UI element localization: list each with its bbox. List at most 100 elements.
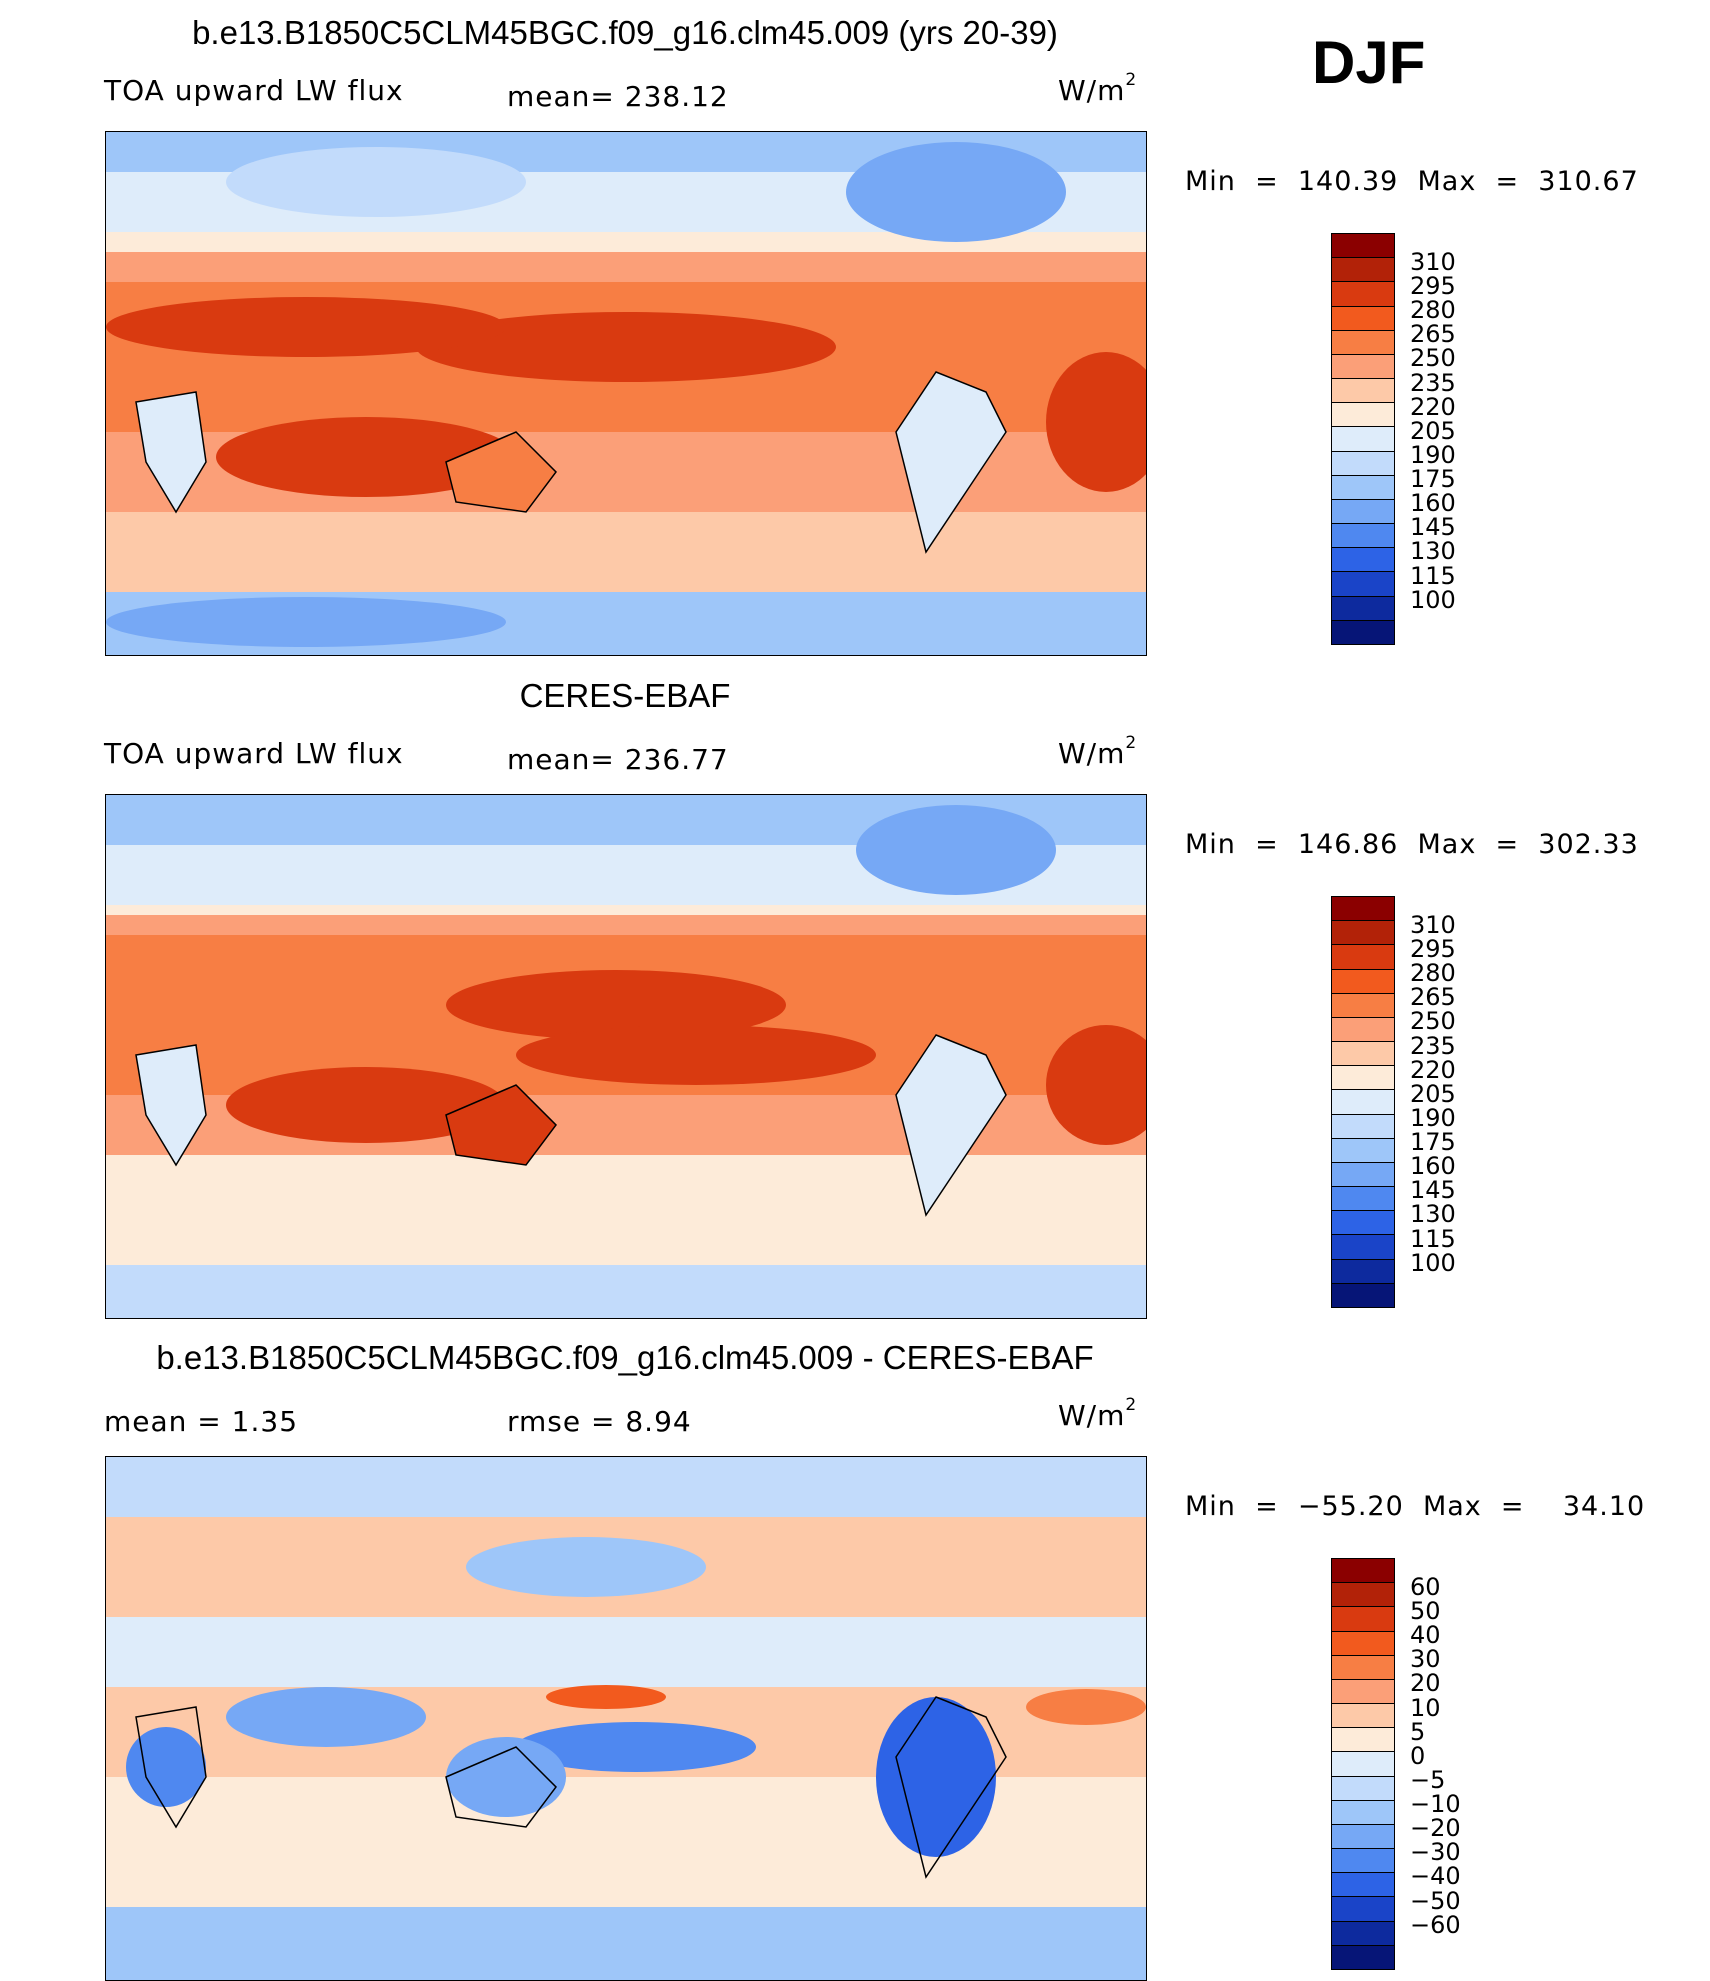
colorbar-label: 310 (1410, 248, 1456, 276)
global-map (105, 131, 1147, 656)
colorbar-label: 130 (1410, 537, 1456, 566)
colorbar (1331, 233, 1395, 645)
colorbar-box (1332, 1582, 1394, 1607)
colorbar-label: −5 (1410, 1765, 1446, 1794)
colorbar-box (1332, 498, 1394, 524)
colorbar-box (1332, 571, 1394, 596)
colorbar-label: 235 (1410, 368, 1456, 397)
colorbar-label: 115 (1410, 561, 1456, 590)
colorbar-box (1332, 281, 1394, 306)
mean-diff-label: mean = 1.35 (104, 1405, 299, 1438)
colorbar-label: 160 (1410, 1152, 1456, 1181)
colorbar-box (1332, 1089, 1394, 1114)
colorbar-box (1332, 305, 1394, 330)
colorbar-box (1332, 920, 1394, 945)
colorbar-label: 190 (1410, 1103, 1456, 1132)
colorbar-box (1332, 1799, 1394, 1824)
colorbar-box (1332, 1703, 1394, 1728)
min-max-label: Min = 146.86 Max = 302.33 (1185, 829, 1639, 860)
colorbar (1331, 896, 1395, 1308)
colorbar-box (1332, 353, 1394, 379)
colorbar-label: 235 (1410, 1031, 1456, 1060)
colorbar-box (1332, 897, 1394, 921)
colorbar-box (1332, 1848, 1394, 1873)
panel-title: CERES-EBAF (519, 677, 731, 714)
colorbar-label: −30 (1410, 1838, 1461, 1867)
colorbar-box (1332, 1606, 1394, 1631)
mean-label: mean= 236.77 (507, 743, 729, 776)
colorbar-label: 20 (1410, 1669, 1441, 1698)
colorbar-box (1332, 1234, 1394, 1259)
colorbar-label: 265 (1410, 983, 1456, 1012)
colorbar-box (1332, 450, 1394, 475)
colorbar-label: 175 (1410, 1128, 1456, 1157)
colorbar-box (1332, 474, 1394, 499)
colorbar-box (1332, 1896, 1394, 1921)
colorbar-box (1332, 968, 1394, 993)
colorbar-box (1332, 1161, 1394, 1187)
units-label: W/m2 (1058, 70, 1138, 107)
colorbar-box (1332, 992, 1394, 1017)
colorbar-box (1332, 1872, 1394, 1897)
colorbar-label: 205 (1410, 1079, 1456, 1108)
colorbar-label: 145 (1410, 1176, 1456, 1205)
colorbar-box (1332, 1113, 1394, 1138)
colorbar-label: 30 (1410, 1645, 1441, 1674)
colorbar-label: 100 (1410, 585, 1456, 614)
colorbar-label: 50 (1410, 1597, 1441, 1626)
colorbar-label: 265 (1410, 320, 1456, 349)
colorbar-box (1332, 1944, 1394, 1969)
global-map (105, 1456, 1147, 1981)
variable-label: TOA upward LW flux (104, 737, 404, 770)
colorbar-box (1332, 595, 1394, 620)
min-max-label: Min = −55.20 Max = 34.10 (1185, 1491, 1646, 1522)
units-label: W/m2 (1058, 1395, 1138, 1432)
colorbar-box (1332, 944, 1394, 969)
colorbar-label: 175 (1410, 465, 1456, 494)
rmse-label: rmse = 8.94 (507, 1405, 692, 1438)
colorbar-label: 190 (1410, 440, 1456, 469)
colorbar-label: 280 (1410, 959, 1456, 988)
colorbar-box (1332, 1630, 1394, 1655)
colorbar-box (1332, 547, 1394, 572)
colorbar-box (1332, 1775, 1394, 1800)
colorbar-box (1332, 1823, 1394, 1849)
colorbar-label: 60 (1410, 1573, 1441, 1601)
units-label: W/m2 (1058, 733, 1138, 770)
colorbar-box (1332, 1654, 1394, 1679)
colorbar-label: 0 (1410, 1741, 1426, 1770)
colorbar-label: 10 (1410, 1693, 1441, 1722)
colorbar-label: 160 (1410, 489, 1456, 518)
colorbar-box (1332, 1065, 1394, 1090)
colorbar-label: 145 (1410, 513, 1456, 542)
colorbar-box (1332, 1186, 1394, 1211)
colorbar-label: 205 (1410, 416, 1456, 445)
panel-title: b.e13.B1850C5CLM45BGC.f09_g16.clm45.009 … (192, 14, 1058, 51)
colorbar-label: −50 (1410, 1886, 1461, 1915)
colorbar-box (1332, 426, 1394, 451)
colorbar-label: 130 (1410, 1200, 1456, 1229)
colorbar-box (1332, 523, 1394, 548)
colorbar-box (1332, 619, 1394, 644)
global-map (105, 794, 1147, 1319)
colorbar-label: −10 (1410, 1790, 1461, 1819)
colorbar-box (1332, 1751, 1394, 1776)
colorbar-box (1332, 1282, 1394, 1307)
colorbar-box (1332, 1041, 1394, 1066)
colorbar-label: 280 (1410, 296, 1456, 325)
colorbar-box (1332, 1137, 1394, 1162)
colorbar-box (1332, 402, 1394, 427)
panel-title: b.e13.B1850C5CLM45BGC.f09_g16.clm45.009 … (156, 1339, 1094, 1376)
colorbar-label: −60 (1410, 1910, 1461, 1939)
colorbar-box (1332, 329, 1394, 354)
colorbar-label: 220 (1410, 1055, 1456, 1084)
colorbar-label: 40 (1410, 1621, 1441, 1650)
colorbar-label: 295 (1410, 272, 1456, 301)
colorbar-label: 5 (1410, 1717, 1426, 1746)
colorbar-label: −20 (1410, 1814, 1461, 1843)
colorbar-label: 295 (1410, 935, 1456, 964)
colorbar-label: 250 (1410, 344, 1456, 373)
season-label: DJF (1312, 29, 1426, 96)
colorbar-box (1332, 1559, 1394, 1583)
colorbar-box (1332, 1258, 1394, 1283)
